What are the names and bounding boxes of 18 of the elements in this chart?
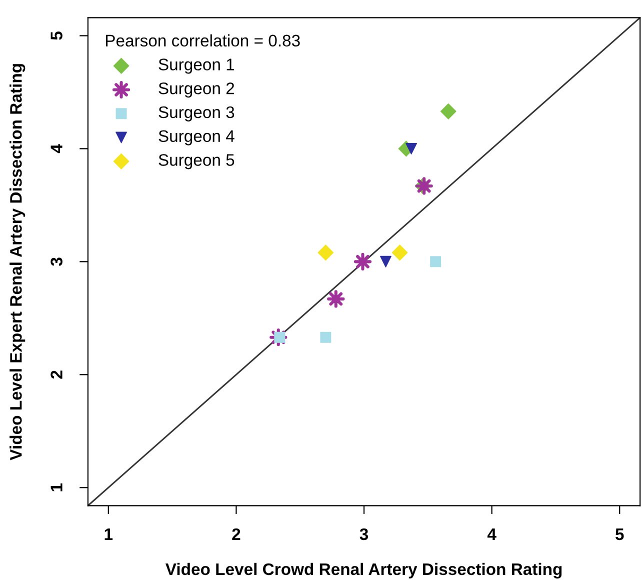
y-tick-label: 1: [50, 483, 62, 492]
legend-label: Surgeon 4: [158, 130, 234, 146]
x-tick-label: 4: [487, 528, 496, 540]
x-tick-label: 3: [360, 528, 368, 540]
y-tick-label: 4: [50, 144, 62, 154]
legend-label: Surgeon 3: [158, 106, 234, 122]
x-tick-label: 2: [232, 528, 240, 540]
legend-label: Surgeon 1: [158, 58, 234, 74]
legend-label: Surgeon 5: [158, 154, 234, 170]
y-axis-title: Video Level Expert Renal Artery Dissection Rating: [10, 64, 26, 460]
x-tick-label: 1: [104, 528, 113, 540]
y-tick-label: 2: [50, 370, 62, 379]
legend-title: Pearson correlation = 0.83: [106, 34, 300, 47]
x-axis-title: Video Level Crowd Renal Artery Dissection Rating: [165, 562, 562, 578]
legend-label: Surgeon 2: [158, 82, 234, 98]
x-tick-label: 5: [616, 528, 624, 540]
y-tick-label: 3: [50, 258, 62, 266]
y-tick-label: 5: [50, 32, 62, 40]
